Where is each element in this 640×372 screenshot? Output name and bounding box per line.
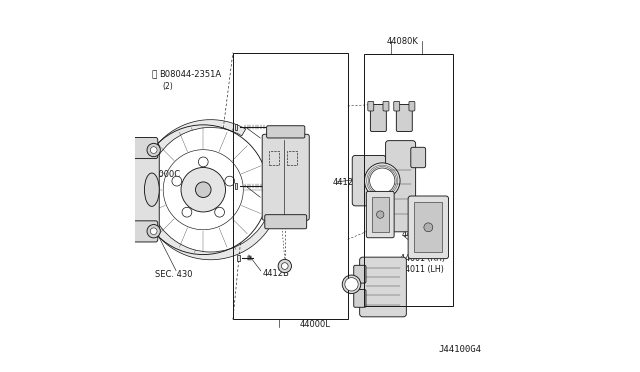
- Text: B08044-2351A: B08044-2351A: [159, 70, 221, 79]
- Bar: [287, 151, 297, 165]
- FancyBboxPatch shape: [265, 215, 307, 229]
- Text: J44100G4: J44100G4: [438, 345, 481, 354]
- Circle shape: [345, 278, 358, 291]
- Polygon shape: [126, 172, 129, 178]
- FancyBboxPatch shape: [396, 105, 412, 132]
- Bar: [364, 54, 453, 307]
- FancyBboxPatch shape: [394, 101, 400, 111]
- Text: 44011 (LH): 44011 (LH): [400, 265, 444, 274]
- FancyBboxPatch shape: [267, 126, 305, 138]
- Polygon shape: [126, 157, 129, 163]
- Text: 44139: 44139: [262, 195, 289, 203]
- Ellipse shape: [145, 173, 159, 206]
- Text: 44001 (RH): 44001 (RH): [400, 254, 445, 263]
- Text: 4412B: 4412B: [262, 269, 289, 278]
- Circle shape: [147, 225, 161, 238]
- Bar: [372, 197, 388, 232]
- FancyBboxPatch shape: [371, 105, 387, 132]
- Text: SEC. 430: SEC. 430: [155, 270, 193, 279]
- FancyBboxPatch shape: [411, 203, 426, 223]
- FancyBboxPatch shape: [411, 147, 426, 168]
- Polygon shape: [235, 124, 237, 130]
- Text: 44122: 44122: [333, 178, 359, 187]
- Text: 44139A: 44139A: [262, 135, 294, 144]
- Circle shape: [150, 147, 157, 153]
- FancyBboxPatch shape: [385, 141, 415, 232]
- FancyBboxPatch shape: [126, 143, 159, 236]
- Circle shape: [172, 176, 182, 186]
- Circle shape: [376, 211, 384, 218]
- Circle shape: [182, 207, 192, 217]
- FancyBboxPatch shape: [354, 289, 366, 307]
- FancyBboxPatch shape: [262, 134, 309, 220]
- Circle shape: [370, 168, 395, 193]
- FancyBboxPatch shape: [354, 265, 366, 283]
- Bar: [415, 202, 442, 252]
- Circle shape: [198, 157, 208, 167]
- Text: (2): (2): [163, 82, 173, 91]
- FancyBboxPatch shape: [409, 101, 415, 111]
- Circle shape: [195, 182, 211, 198]
- FancyBboxPatch shape: [408, 196, 449, 259]
- Circle shape: [282, 263, 288, 269]
- FancyBboxPatch shape: [131, 137, 158, 158]
- Text: 44000C: 44000C: [148, 170, 181, 179]
- Circle shape: [342, 275, 361, 294]
- FancyBboxPatch shape: [131, 221, 158, 242]
- Circle shape: [424, 223, 433, 232]
- FancyBboxPatch shape: [366, 192, 394, 238]
- Circle shape: [150, 228, 157, 235]
- Circle shape: [147, 143, 161, 157]
- Circle shape: [364, 163, 400, 198]
- Text: 44080K: 44080K: [387, 37, 419, 46]
- Wedge shape: [141, 120, 276, 260]
- FancyBboxPatch shape: [352, 155, 386, 206]
- Text: Ⓑ: Ⓑ: [152, 70, 157, 79]
- Bar: [269, 151, 279, 165]
- Circle shape: [181, 167, 225, 212]
- Text: 44000L: 44000L: [300, 321, 330, 330]
- FancyBboxPatch shape: [360, 257, 406, 317]
- Circle shape: [278, 259, 291, 273]
- Circle shape: [214, 207, 225, 217]
- FancyBboxPatch shape: [368, 101, 374, 111]
- Text: 44000K: 44000K: [401, 230, 433, 239]
- Polygon shape: [237, 255, 240, 261]
- Bar: [233, 52, 348, 320]
- Circle shape: [225, 176, 235, 186]
- Polygon shape: [235, 183, 237, 189]
- FancyBboxPatch shape: [383, 101, 389, 111]
